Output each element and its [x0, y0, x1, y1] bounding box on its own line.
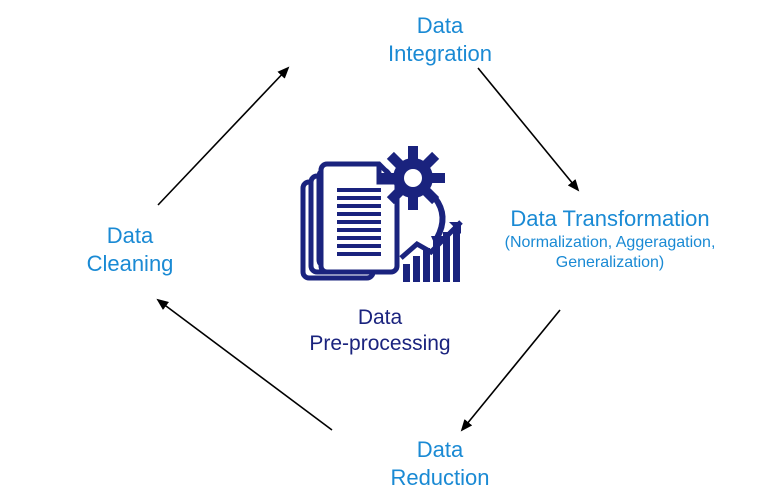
curved-arrow-icon	[435, 198, 443, 238]
preprocessing-icon	[285, 140, 475, 300]
center-label: Data Pre-processing	[270, 305, 490, 358]
node-data-cleaning: Data Cleaning	[60, 222, 200, 277]
node-label-line1: Data	[417, 437, 463, 462]
node-label-line2: Cleaning	[87, 251, 174, 276]
node-data-reduction: Data Reduction	[350, 436, 530, 491]
node-label: Data Integration	[350, 12, 530, 67]
center-label-line1: Data	[358, 306, 402, 329]
chart-icon	[401, 222, 461, 282]
node-sublabel: (Normalization, Aggeragation, Generaliza…	[465, 233, 755, 273]
node-data-transformation: Data Transformation (Normalization, Agge…	[465, 205, 755, 273]
edge-top-right	[478, 68, 578, 190]
node-data-integration: Data Integration	[350, 12, 530, 67]
center-block: Data Pre-processing	[270, 140, 490, 358]
node-label-line1: Data	[417, 13, 463, 38]
edge-left-top	[158, 68, 288, 205]
center-label-line2: Pre-processing	[309, 332, 450, 355]
node-label-line1: Data	[107, 223, 153, 248]
node-label: Data Transformation	[465, 205, 755, 233]
node-label: Data Reduction	[350, 436, 530, 491]
node-label-line2: Integration	[388, 41, 492, 66]
node-label: Data Cleaning	[60, 222, 200, 277]
node-label-line2: Reduction	[390, 465, 489, 490]
diagram-stage: Data Integration Data Transformation (No…	[0, 0, 758, 500]
